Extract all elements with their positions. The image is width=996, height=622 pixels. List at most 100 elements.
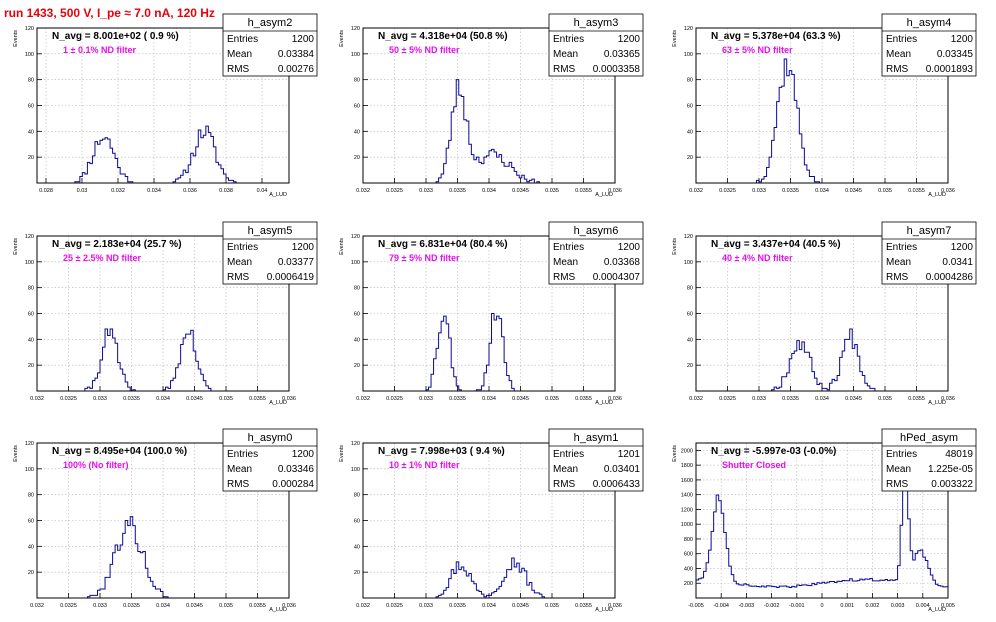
x-tick-label: 0.0345 xyxy=(512,396,529,402)
y-axis-title: Events xyxy=(13,30,19,47)
x-tick-label: 0.034 xyxy=(482,396,496,402)
x-tick-label: 0.032 xyxy=(111,188,125,194)
x-tick-label: -0.005 xyxy=(688,603,704,609)
y-tick-label: 120 xyxy=(684,26,693,32)
stat-label: RMS xyxy=(886,64,909,75)
stat-value: 0.03365 xyxy=(604,49,641,60)
stat-value: 0.003322 xyxy=(931,479,973,490)
y-tick-label: 120 xyxy=(351,441,360,447)
stat-value: 1200 xyxy=(292,242,315,253)
x-tick-label: 0.0345 xyxy=(186,603,203,609)
stat-value: 0.03401 xyxy=(604,464,641,475)
stats-box-frame xyxy=(548,428,644,492)
navg-label: N_avg = 5.378e+04 (63.3 %) xyxy=(711,31,841,42)
histogram-panel-h_asym4: 0.032 0.0325 0.033 0.0335 0.034 0.0345 0.035 0.… xyxy=(672,13,977,198)
histogram-panel-h_asym7: 0.032 0.0325 0.033 0.0335 0.034 0.0345 0.035 0.… xyxy=(672,221,977,406)
stat-value: 0.0004286 xyxy=(926,272,974,283)
y-axis-title: Events xyxy=(672,30,678,47)
stat-label: Entries xyxy=(227,34,258,45)
x-tick-label: -0.004 xyxy=(713,603,729,609)
x-tick-label: 0.035 xyxy=(219,396,233,402)
x-tick-label: 0.036 xyxy=(608,188,622,194)
x-tick-label: 0.0325 xyxy=(386,188,403,194)
y-tick-label: 1200 xyxy=(681,507,693,513)
y-tick-label: 40 xyxy=(28,544,34,550)
stats-box: h_asym5 Entries 1200 Mean 0.03377 RMS 0.000641… xyxy=(222,221,318,285)
stat-value: 1.225e-05 xyxy=(928,464,973,475)
x-tick-label: 0.0335 xyxy=(449,396,466,402)
y-tick-label: 20 xyxy=(28,155,34,161)
y-tick-label: 60 xyxy=(354,104,360,110)
x-tick-label: 0.0355 xyxy=(575,188,592,194)
y-axis-title: Events xyxy=(13,238,19,255)
y-tick-label: 1000 xyxy=(681,522,693,528)
x-tick-label: 0 xyxy=(820,603,823,609)
stat-value: 1200 xyxy=(618,34,641,45)
navg-label: N_avg = -5.997e-03 (-0.0%) xyxy=(711,446,836,457)
stat-value: 0.0003358 xyxy=(593,64,641,75)
x-tick-label: 0.0345 xyxy=(512,188,529,194)
y-tick-label: 800 xyxy=(684,537,693,543)
x-tick-label: 0.032 xyxy=(689,188,703,194)
stat-label: RMS xyxy=(227,64,250,75)
stat-value: 1200 xyxy=(951,242,974,253)
x-tick-label: 0.0335 xyxy=(449,603,466,609)
x-tick-label: 0.0335 xyxy=(782,188,799,194)
histogram-name: h_asym1 xyxy=(574,432,619,444)
stat-label: Entries xyxy=(227,449,258,460)
y-tick-label: 60 xyxy=(28,519,34,525)
x-tick-label: -0.002 xyxy=(764,603,780,609)
histogram-line xyxy=(37,125,289,184)
stat-label: RMS xyxy=(553,272,576,283)
histogram-grid: 0.028 0.03 0.032 0.034 0.036 0.038 0.04 20 40 60 8… xyxy=(13,13,977,613)
stat-value: 0.0341 xyxy=(942,257,973,268)
y-tick-label: 20 xyxy=(354,570,360,576)
histogram-line xyxy=(363,313,615,392)
x-axis-title: A_LUD xyxy=(928,400,946,406)
y-tick-label: 80 xyxy=(687,78,693,84)
x-axis-title: A_LUD xyxy=(269,607,287,613)
x-tick-label: 0.036 xyxy=(282,603,296,609)
y-tick-label: 2000 xyxy=(681,448,693,454)
stat-label: Mean xyxy=(886,464,911,475)
navg-label: N_avg = 8.495e+04 (100.0 %) xyxy=(52,446,187,457)
x-tick-label: 0.032 xyxy=(356,603,370,609)
stat-value: 0.000284 xyxy=(272,479,314,490)
x-tick-label: 0.003 xyxy=(891,603,905,609)
histogram-line xyxy=(37,516,289,599)
x-tick-label: 0.0355 xyxy=(249,603,266,609)
x-tick-label: 0.028 xyxy=(39,188,53,194)
y-axis-title: Events xyxy=(339,30,345,47)
y-tick-label: 60 xyxy=(28,104,34,110)
stat-value: 1200 xyxy=(618,242,641,253)
stat-label: Mean xyxy=(886,49,911,60)
stat-value: 0.03345 xyxy=(937,49,974,60)
histogram-line xyxy=(363,557,615,599)
stat-label: Mean xyxy=(553,464,578,475)
histogram-name: h_asym3 xyxy=(574,17,619,29)
x-tick-label: 0.033 xyxy=(752,396,766,402)
x-tick-label: 0.038 xyxy=(219,188,233,194)
x-tick-label: 0.034 xyxy=(156,603,170,609)
y-tick-label: 80 xyxy=(687,286,693,292)
y-tick-label: 80 xyxy=(28,493,34,499)
stat-value: 0.0004307 xyxy=(593,272,641,283)
x-tick-label: 0.0325 xyxy=(60,396,77,402)
x-tick-label: -0.003 xyxy=(739,603,755,609)
y-tick-label: 60 xyxy=(687,104,693,110)
stat-label: RMS xyxy=(553,64,576,75)
stats-box-frame xyxy=(548,13,644,77)
stat-value: 0.03377 xyxy=(278,257,315,268)
x-tick-label: 0.0355 xyxy=(575,396,592,402)
x-tick-label: 0.0355 xyxy=(908,396,925,402)
stat-value: 48019 xyxy=(945,449,973,460)
x-tick-label: 0.036 xyxy=(183,188,197,194)
filter-note: 40 ± 4% ND filter xyxy=(722,253,793,263)
y-axis-title: Events xyxy=(672,445,678,462)
stat-value: 1201 xyxy=(618,449,641,460)
y-tick-label: 60 xyxy=(354,312,360,318)
x-axis-title: A_LUD xyxy=(928,607,946,613)
x-tick-label: 0.0335 xyxy=(123,396,140,402)
y-tick-label: 40 xyxy=(28,337,34,343)
